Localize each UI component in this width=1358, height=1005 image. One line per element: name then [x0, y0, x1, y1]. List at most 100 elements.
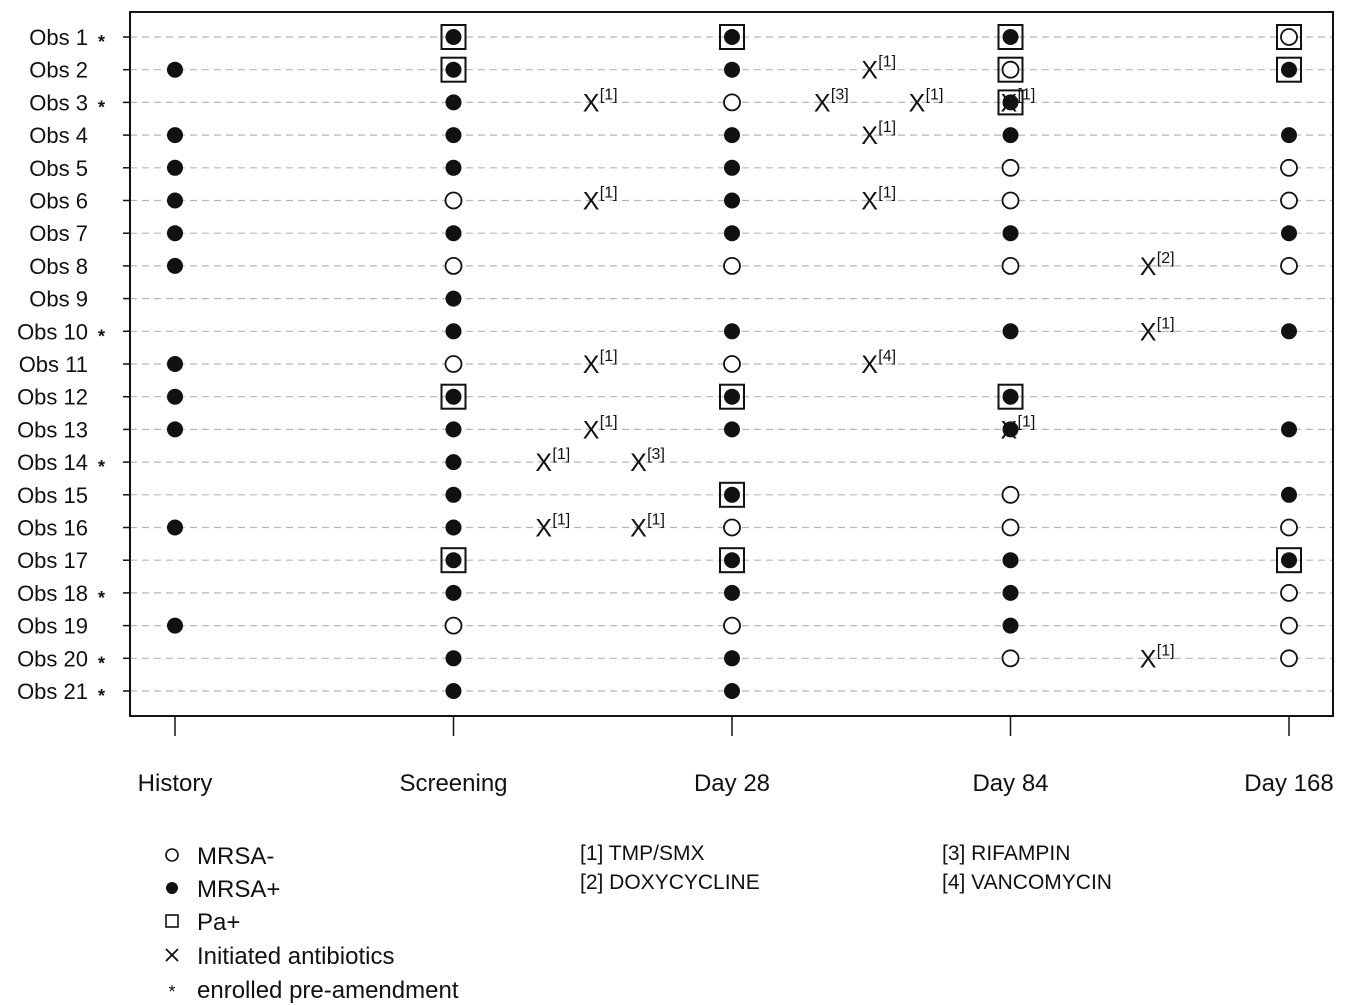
mrsa-negative-point	[1280, 158, 1298, 177]
mrsa-positive-point	[1002, 29, 1019, 45]
mrsa-negative-point	[444, 256, 463, 275]
antibiotic-code: [1]	[926, 86, 944, 103]
mrsa-positive-point	[1281, 323, 1297, 340]
antibiotic-mark: X	[1001, 89, 1018, 117]
mrsa-negative-point	[723, 616, 741, 635]
pa-positive-square	[997, 56, 1024, 83]
mrsa-negative-point	[1001, 256, 1020, 275]
mrsa-negative-point	[1001, 518, 1020, 537]
pre-amendment-asterisk: *	[98, 326, 105, 346]
mrsa-positive-point	[167, 127, 183, 144]
pa-positive-square	[440, 56, 467, 83]
mrsa-positive-point	[724, 61, 740, 78]
mrsa-positive-point	[167, 159, 183, 176]
antibiotic-code: [1]	[878, 54, 896, 71]
antibiotic-mark: X	[909, 89, 926, 117]
pre-amendment-asterisk: *	[98, 457, 105, 477]
pre-amendment-asterisk: *	[98, 686, 105, 706]
mrsa-positive-point	[1002, 388, 1019, 405]
mrsa-negative-point	[723, 256, 741, 275]
legend-cross-icon	[165, 948, 179, 962]
legend-label: MRSA-	[197, 843, 274, 870]
mrsa-positive-point	[167, 421, 183, 438]
mrsa-positive-point	[445, 454, 462, 471]
antibiotic-code: [1]	[600, 348, 618, 365]
mrsa-negative-point	[1280, 649, 1298, 668]
mrsa-positive-point	[167, 225, 183, 242]
antibiotic-mark: X	[630, 515, 647, 543]
antibiotic-mark: X	[535, 449, 552, 477]
row-label: Obs 6	[29, 189, 88, 214]
mrsa-positive-point	[724, 683, 740, 699]
mrsa-positive-point	[445, 61, 462, 78]
mrsa-negative-point	[1001, 158, 1020, 177]
mrsa-positive-point	[167, 519, 183, 536]
mrsa-negative-point	[1001, 649, 1020, 668]
mrsa-positive-point	[724, 29, 740, 45]
mrsa-negative-point	[444, 616, 463, 635]
mrsa-positive-point	[724, 584, 740, 601]
x-tick-label: Day 168	[1244, 770, 1333, 797]
mrsa-positive-point	[1281, 552, 1297, 569]
mrsa-positive-point	[167, 617, 183, 634]
mrsa-positive-point	[1002, 127, 1019, 144]
row-label: Obs 20	[17, 646, 88, 671]
row-label: Obs 19	[17, 614, 88, 639]
antibiotic-mark: X	[861, 122, 878, 150]
row-label: Obs 5	[29, 156, 88, 181]
x-tick-label: Day 84	[972, 770, 1048, 797]
row-label: Obs 17	[17, 548, 88, 573]
mrsa-positive-point	[724, 127, 740, 144]
mrsa-positive-point	[1281, 61, 1297, 78]
pre-amendment-asterisk: *	[98, 32, 105, 52]
mrsa-negative-point	[444, 191, 463, 210]
antibiotic-code: [1]	[1157, 642, 1175, 659]
mrsa-positive-point	[445, 127, 462, 144]
antibiotic-mark: X	[535, 515, 552, 543]
pa-positive-square	[997, 24, 1024, 50]
mrsa-positive-point	[445, 225, 462, 242]
row-label: Obs 13	[17, 417, 88, 442]
pa-positive-square	[440, 383, 467, 410]
row-label: Obs 4	[29, 123, 88, 148]
mrsa-positive-point	[167, 257, 183, 274]
mrsa-positive-point	[1281, 421, 1297, 438]
pre-amendment-asterisk: *	[98, 588, 105, 608]
mrsa-positive-point	[1002, 584, 1019, 601]
antibiotic-code: [1]	[552, 512, 570, 529]
row-label: Obs 18	[17, 581, 88, 606]
antibiotic-marks: X [1]X [1] X [3] X [1] X [1]X [1]X [1] X [1]X [2]X [1]…	[535, 54, 1174, 674]
mrsa-negative-point	[1001, 191, 1020, 210]
mrsa-positive-point	[724, 650, 740, 667]
mrsa-positive-point	[167, 356, 183, 372]
row-label: Obs 1	[29, 25, 88, 50]
y-axis-labels: Obs 1 * Obs 2 Obs 3 * Obs 4 Obs 5 Obs 6 Obs 7 Obs…	[17, 25, 130, 706]
antibiotic-mark: X	[583, 416, 600, 444]
row-label: Obs 16	[17, 516, 88, 541]
mrsa-positive-point	[445, 650, 462, 667]
legend-label: Initiated antibiotics	[197, 943, 394, 970]
antibiotic-code: [1]	[600, 185, 618, 202]
mrsa-positive-point	[445, 421, 462, 438]
pa-positive-square	[997, 383, 1024, 410]
antibiotic-mark: X	[630, 449, 647, 477]
mrsa-positive-point	[1281, 127, 1297, 144]
row-label: Obs 14	[17, 450, 88, 475]
row-label: Obs 2	[29, 58, 88, 83]
mrsa-positive-point	[445, 388, 462, 405]
row-label: Obs 15	[17, 483, 88, 508]
antibiotic-code: [1]	[600, 86, 618, 103]
row-label: Obs 21	[17, 679, 88, 704]
pa-positive-square	[719, 547, 745, 574]
antibiotic-code-legend: [3] RIFAMPIN	[942, 842, 1070, 865]
antibiotic-code-legend: [4] VANCOMYCIN	[942, 871, 1112, 894]
mrsa-negative-point	[1001, 60, 1020, 79]
legend: MRSA- MRSA+ Pa+ Initiated antibiotics * enrol…	[165, 842, 1112, 1004]
antibiotic-mark: X	[1001, 416, 1018, 444]
row-label: Obs 7	[29, 221, 88, 246]
mrsa-positive-point	[1002, 552, 1019, 569]
mrsa-negative-point	[1280, 191, 1298, 210]
row-label: Obs 9	[29, 287, 88, 312]
mrsa-positive-point	[1281, 225, 1297, 242]
mrsa-positive-point	[167, 61, 183, 78]
